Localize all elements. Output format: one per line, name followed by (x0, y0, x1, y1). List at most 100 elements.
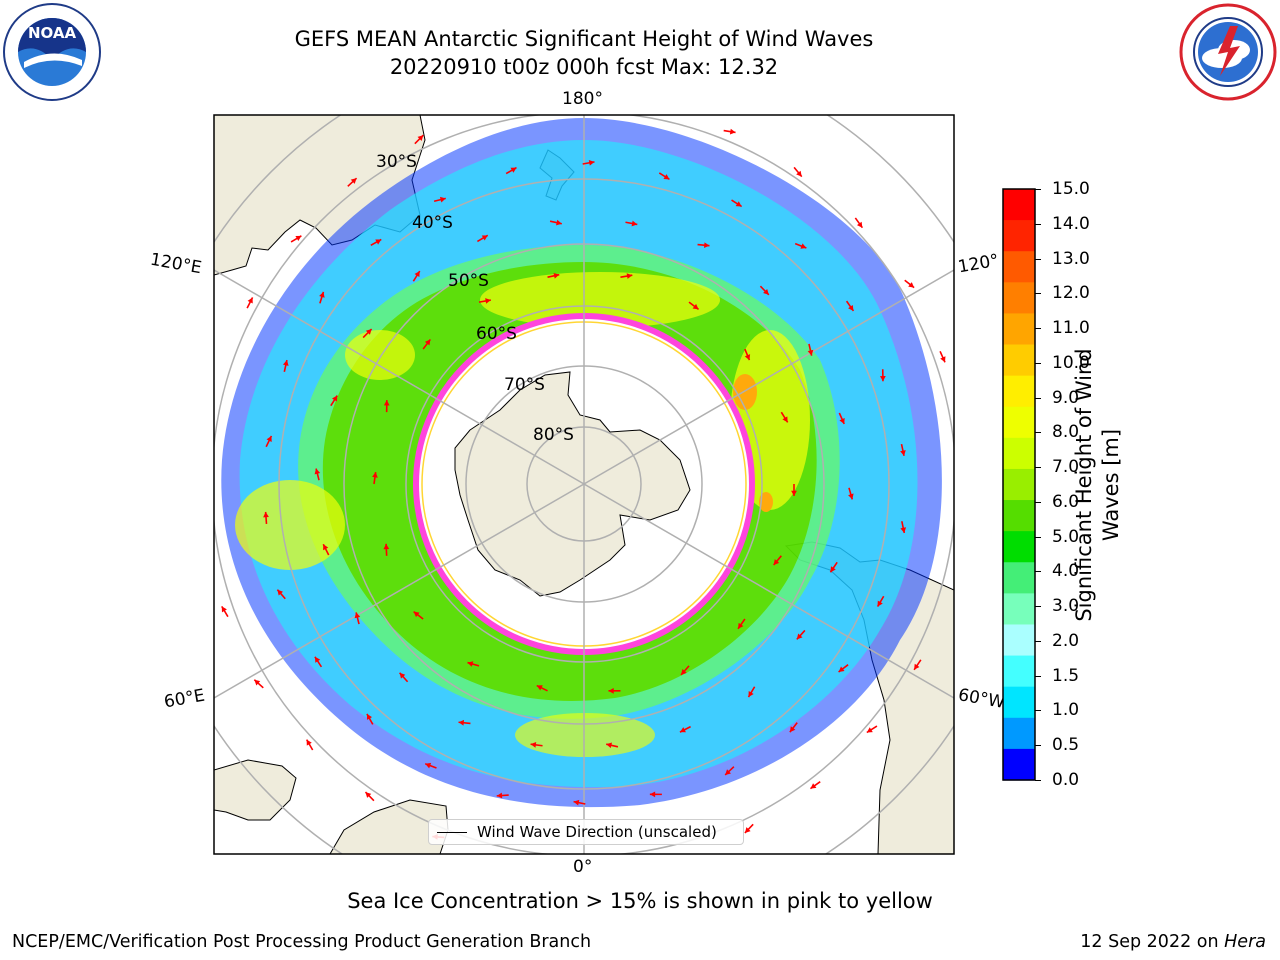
wind-arrow-head (254, 679, 261, 686)
wind-arrow-head (372, 472, 378, 478)
wind-arrow-head (263, 511, 269, 518)
colorbar-cell (1003, 686, 1035, 719)
wind-arrow-head (663, 174, 670, 180)
wind-arrow-head (800, 243, 807, 249)
wind-arrow-head (796, 633, 803, 640)
colorbar-tick-label: 1.0 (1052, 700, 1080, 721)
lat-label-80s: 80°S (533, 425, 574, 445)
wind-arrow-head (729, 128, 736, 135)
nws-logo (1179, 3, 1277, 101)
colorbar-tick-mark (1035, 223, 1041, 225)
colorbar-cell (1003, 220, 1035, 252)
footer-branch: NCEP/EMC/Verification Post Processing Pr… (12, 932, 592, 952)
sea-ice-caption: Sea Ice Concentration > 15% is shown in … (347, 889, 933, 913)
wind-arrow-head (606, 742, 612, 749)
wind-arrow-head (413, 611, 420, 618)
wind-arrow-head (631, 220, 638, 227)
wind-arrow-head (608, 687, 614, 694)
wind-arrow-head (866, 727, 873, 733)
wind-arrow-head (735, 201, 742, 207)
legend-label: Wind Wave Direction (unscaled) (477, 823, 717, 841)
wind-arrow-head (354, 612, 361, 619)
colorbar-cell (1003, 562, 1035, 594)
wind-arrow-head (530, 742, 537, 748)
wind-arrow-head (848, 493, 854, 500)
wind-arrow-head (417, 135, 424, 141)
wind-arrow-head (556, 219, 562, 226)
colorbar-tick-mark (1035, 362, 1041, 364)
colorbar-tick-label: 3.0 (1052, 596, 1080, 617)
wind-arrow-head (350, 178, 357, 184)
colorbar-cell (1003, 531, 1035, 563)
wind-arrow-head (496, 792, 503, 799)
colorbar-label-line1: Significant Height of Wind (1072, 348, 1096, 622)
colorbar-tick-mark (1035, 432, 1041, 434)
wind-arrow-head (425, 762, 432, 769)
wind-arrow-head (481, 235, 488, 241)
colorbar-tick-mark (1035, 536, 1041, 538)
lon-label-0: 0° (573, 857, 593, 877)
colorbar-tick-label: 15.0 (1052, 179, 1090, 199)
colorbar-tick-label: 5.0 (1052, 526, 1080, 547)
colorbar-tick-mark (1035, 675, 1041, 677)
map-legend: Wind Wave Direction (unscaled) (428, 819, 744, 845)
colorbar-tick-mark (1035, 571, 1041, 573)
wind-arrow-head (810, 783, 817, 789)
lat-label-50s: 50°S (448, 271, 489, 291)
noaa-logo: NOAA (3, 3, 101, 101)
colorbar-label: Significant Height of Wind Waves [m] (1071, 315, 1125, 655)
colorbar-tick-label: 14.0 (1052, 213, 1090, 234)
wind-arrow-head (940, 356, 946, 363)
colorbar-cell (1003, 437, 1035, 470)
wind-arrow-head (879, 375, 886, 382)
wind-arrow-head (791, 490, 797, 496)
wind-arrow-head (375, 239, 382, 245)
footer-date: 12 Sep 2022 on Hera (1080, 932, 1266, 952)
africa-landmass (214, 759, 297, 821)
wind-arrow-head (536, 685, 543, 691)
colorbar-tick-mark (1035, 467, 1041, 469)
wind-arrow-head (782, 416, 788, 423)
wind-arrow-head (247, 297, 253, 304)
colorbar-tick-mark (1035, 745, 1041, 747)
wind-arrow-head (839, 417, 845, 424)
wind-arrow-head (744, 354, 751, 361)
wind-arrow-head (738, 622, 744, 629)
colorbar-cell (1003, 748, 1035, 781)
wind-arrow-head (725, 769, 731, 775)
colorbar-tick-label: 8.0 (1052, 422, 1080, 443)
colorbar-tick-label: 7.0 (1052, 457, 1080, 478)
graticule (214, 115, 954, 854)
wind-arrow-head (848, 305, 854, 311)
wind-arrow-head (900, 527, 907, 533)
colorbar-tick-label: 4.0 (1052, 561, 1080, 582)
wind-arrow-head (830, 566, 836, 573)
wind-arrow-head (439, 196, 446, 203)
wind-arrow-head (838, 666, 845, 672)
colorbar-cell (1003, 375, 1035, 408)
wind-arrow-head (692, 303, 699, 310)
wind-arrow-head (553, 272, 560, 279)
wind-arrow-head (485, 298, 491, 304)
wind-arrow-head (365, 792, 372, 798)
wind-arrow-head (314, 468, 321, 475)
wind-arrow-head (626, 273, 633, 279)
wind-arrow-head (588, 159, 595, 166)
colorbar-tick-mark (1035, 293, 1041, 295)
wind-arrow-head (703, 242, 710, 249)
wind-arrow-head (744, 827, 751, 833)
colorbar-cell (1003, 406, 1035, 439)
wind-arrow-head (796, 170, 802, 177)
colorbar-tick-mark (1035, 640, 1041, 642)
colorbar-cell (1003, 189, 1035, 221)
wind-arrow-head (295, 235, 302, 242)
wind-arrow-head (266, 435, 272, 442)
colorbar-cell (1003, 655, 1035, 688)
wind-arrow-head (748, 691, 754, 698)
antarctica-landmass (454, 371, 691, 597)
colorbar-tick-mark (1035, 710, 1041, 712)
wind-arrow-head (383, 543, 390, 550)
colorbar-cell (1003, 344, 1035, 377)
wind-arrow-head (900, 450, 906, 456)
